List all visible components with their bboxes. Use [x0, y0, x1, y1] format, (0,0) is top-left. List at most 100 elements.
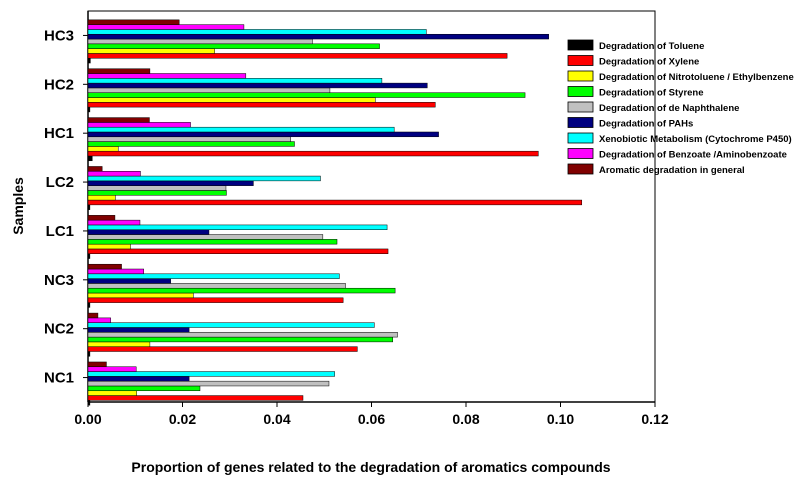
x-tick-label: 0.00 [74, 411, 101, 427]
legend-label: Degradation of Benzoate /Aminobenzoate [599, 150, 787, 161]
bar [87, 385, 201, 392]
bar [87, 229, 210, 235]
bar [87, 243, 131, 250]
bar [87, 117, 150, 123]
category-label: NC3 [44, 272, 74, 289]
bar [87, 131, 439, 138]
bar [87, 336, 394, 343]
legend-swatch [567, 39, 594, 51]
bar [87, 239, 338, 245]
legend-label: Aromatic degradation in general [599, 165, 745, 176]
bar [87, 150, 539, 157]
bar [87, 155, 93, 162]
bar [87, 248, 389, 254]
bar [87, 204, 91, 210]
bar [87, 199, 583, 206]
bar [87, 166, 103, 172]
tick-labels: 0.00 0.02 0.04 0.06 0.08 0.10 0.12 [74, 402, 669, 427]
legend-swatch [567, 117, 594, 128]
bar [87, 87, 331, 93]
plot-frame [87, 10, 656, 403]
legend-label: Degradation of Nitrotoluene / Ethylbenze… [599, 72, 794, 83]
bar [87, 97, 376, 103]
bar [87, 390, 137, 396]
bar [87, 312, 99, 319]
bar [87, 82, 428, 89]
bar [87, 38, 313, 45]
bar [87, 43, 380, 49]
x-tick-label: 0.12 [641, 411, 668, 427]
legend-swatch [567, 132, 594, 144]
bar [87, 283, 346, 289]
category-label: LC1 [46, 223, 74, 240]
bar [87, 351, 91, 357]
bar [87, 33, 549, 40]
x-tick-label: 0.02 [169, 411, 196, 427]
x-tick-label: 0.08 [452, 411, 479, 427]
category-label: NC2 [44, 321, 74, 338]
category-label: HC2 [44, 76, 74, 93]
bar [87, 122, 191, 128]
x-tick-label: 0.06 [358, 411, 385, 427]
bars [87, 19, 583, 406]
bar [87, 53, 508, 59]
x-tick-label: 0.04 [263, 411, 290, 427]
bar [87, 78, 383, 84]
legend-label: Degradation of Xylene [599, 57, 699, 68]
bar [87, 366, 137, 372]
legend-label: Degradation of de Naphthalene [599, 103, 739, 114]
axes [87, 10, 656, 403]
legend-swatch [567, 163, 594, 175]
bar [87, 341, 151, 347]
bar [87, 302, 91, 308]
bar [87, 68, 151, 74]
bar [87, 29, 427, 35]
x-axis-title: Proportion of genes related to the degra… [131, 459, 610, 475]
legend-label: Degradation of Styrene [599, 88, 704, 99]
bar [87, 92, 526, 98]
bar [87, 215, 116, 221]
bar [87, 297, 344, 303]
bar [87, 332, 398, 338]
category-label: HC3 [44, 27, 74, 44]
bar [87, 287, 396, 294]
bar [87, 180, 254, 186]
bar [87, 24, 245, 30]
bar [87, 73, 247, 79]
bar [87, 346, 358, 352]
bar [87, 136, 291, 142]
category-label: NC1 [44, 370, 74, 387]
bar [87, 19, 180, 25]
bar [87, 185, 227, 191]
bar [87, 371, 335, 377]
legend-swatch [567, 86, 594, 97]
legend-label: Degradation of PAHs [599, 119, 693, 130]
bar [87, 292, 194, 299]
legend-swatch [567, 148, 594, 159]
bar [87, 175, 321, 182]
x-tick-label: 0.10 [547, 411, 574, 427]
bar [87, 361, 107, 368]
bar [87, 317, 111, 323]
legend-swatch [567, 101, 594, 113]
legend-swatch [567, 70, 594, 82]
bar [87, 278, 171, 284]
bar [87, 234, 324, 240]
bar [87, 190, 227, 196]
bar [87, 195, 116, 201]
bar [87, 146, 119, 152]
bar [87, 106, 91, 113]
legend-label: Xenobiotic Metabolism (Cytochrome P450) [599, 134, 792, 145]
bar [87, 395, 304, 401]
bar [87, 327, 190, 333]
bar [87, 380, 330, 387]
bar [87, 141, 295, 147]
bar [87, 253, 91, 259]
category-label: LC2 [46, 174, 74, 191]
legend: Degradation of Toluene Degradation of Xyl… [567, 39, 794, 176]
bar [87, 57, 91, 64]
bar [87, 322, 375, 328]
legend-swatch [567, 55, 594, 66]
